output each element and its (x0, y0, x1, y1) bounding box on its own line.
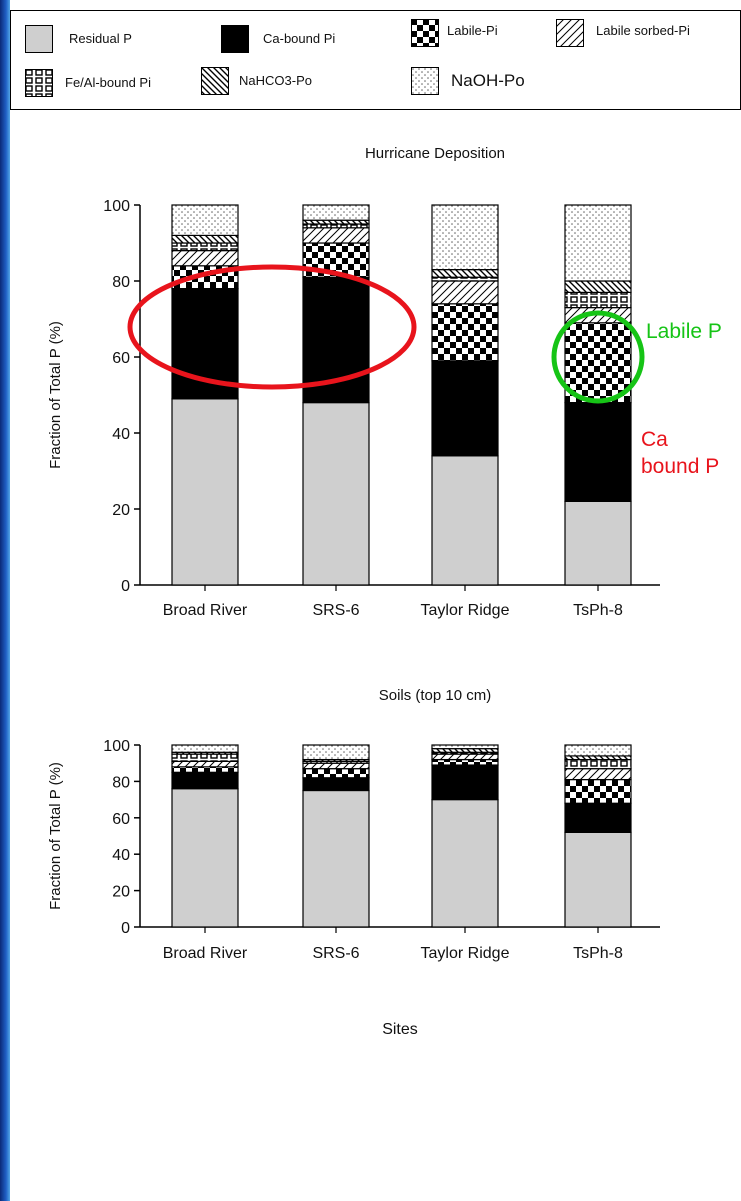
x-tick-label-0-2: Taylor Ridge (421, 602, 510, 619)
bar-1-0-feal (171, 753, 239, 762)
bar-0-3-residual (564, 500, 632, 586)
bar-1-2-residual (431, 798, 499, 928)
x-tick-label-1-0: Broad River (163, 945, 248, 962)
bar-1-3-residual (564, 831, 632, 928)
annotation-labile-p: Labile P (646, 320, 722, 343)
y-tick-label-1-0: 0 (121, 920, 130, 937)
bar-0-2-ca (431, 360, 499, 457)
bar-0-2-naoh (431, 204, 499, 271)
bar-1-3-naoh (564, 744, 632, 757)
y-tick-label-1-20: 20 (112, 884, 130, 901)
bar-1-0-ca (171, 771, 239, 790)
bar-0-1-naoh (302, 204, 370, 221)
legend-label-labile: Labile-Pi (447, 23, 498, 38)
y-tick-label-1-100: 100 (103, 738, 130, 755)
x-axis-label-1: Sites (382, 1021, 418, 1038)
x-tick-label-1-2: Taylor Ridge (421, 945, 510, 962)
x-tick-label-0-0: Broad River (163, 602, 248, 619)
bar-0-3-ca (564, 402, 632, 503)
y-tick-label-0-40: 40 (112, 426, 130, 443)
chart-title-0: Hurricane Deposition (365, 145, 505, 162)
y-tick-label-0-100: 100 (103, 198, 130, 215)
red-ellipse-annotation (127, 264, 417, 390)
bar-0-2-sorbed (431, 280, 499, 305)
bar-0-3-naoh (564, 204, 632, 282)
legend-swatch-labile (411, 19, 439, 47)
bar-0-0-residual (171, 398, 239, 586)
legend-label-feal: Fe/Al-bound Pi (65, 75, 151, 90)
bar-0-2-labile (431, 303, 499, 362)
bar-0-3-labile (564, 322, 632, 404)
annotation-ca-bound-line2: bound P (641, 455, 720, 478)
bar-0-0-sorbed (171, 250, 239, 267)
bar-1-0-labile (171, 766, 239, 773)
legend-label-ca: Ca-bound Pi (263, 31, 336, 46)
y-tick-label-1-80: 80 (112, 774, 130, 791)
bar-0-0-naoh (171, 204, 239, 236)
y-tick-label-0-0: 0 (121, 578, 130, 595)
bar-0-1-residual (302, 402, 370, 586)
legend-swatch-ca (221, 25, 249, 53)
bar-1-3-labile (564, 778, 632, 804)
bar-1-0-sorbed (171, 760, 239, 768)
x-tick-label-0-1: SRS-6 (312, 602, 359, 619)
bar-1-0-naoh (171, 744, 239, 753)
bar-1-1-sorbed (302, 762, 370, 770)
annotation-ca-bound-line1: Ca (641, 428, 668, 451)
legend-swatch-residual (25, 25, 53, 53)
bar-1-1-ca (302, 777, 370, 792)
y-tick-label-0-60: 60 (112, 350, 130, 367)
legend-swatch-nahco3 (201, 67, 229, 95)
y-axis-label-0: Fraction of Total P (%) (47, 321, 64, 469)
y-tick-label-0-20: 20 (112, 502, 130, 519)
legend-label-sorbed: Labile sorbed-Pi (596, 23, 690, 38)
y-tick-label-0-80: 80 (112, 274, 130, 291)
bar-0-2-residual (431, 455, 499, 586)
bar-0-3-nahco3 (564, 280, 632, 293)
bar-1-1-naoh (302, 744, 370, 761)
bar-1-1-labile (302, 768, 370, 779)
chart-legend: Residual P Ca-bound Pi Labile-Pi Labile sor… (10, 10, 741, 110)
x-tick-label-1-3: TsPh-8 (573, 945, 623, 962)
legend-label-naoh: NaOH-Po (451, 71, 525, 90)
legend-swatch-naoh (411, 67, 439, 95)
x-tick-label-1-1: SRS-6 (312, 945, 359, 962)
bar-1-2-labile (431, 758, 499, 766)
y-axis-label-1: Fraction of Total P (%) (47, 762, 64, 910)
bar-1-2-sorbed (431, 753, 499, 761)
bar-1-3-sorbed (564, 768, 632, 781)
green-circle-annotation (551, 310, 645, 404)
bar-1-2-naoh (431, 744, 499, 750)
legend-swatch-feal (25, 69, 53, 97)
bar-0-3-feal (564, 291, 632, 309)
y-tick-label-1-40: 40 (112, 847, 130, 864)
bar-1-0-residual (171, 788, 239, 928)
bar-0-0-nahco3 (171, 234, 239, 244)
legend-label-nahco3: NaHCO3-Po (239, 73, 312, 88)
chart-title-1: Soils (top 10 cm) (379, 687, 492, 704)
bar-1-1-residual (302, 789, 370, 928)
bar-1-3-feal (564, 758, 632, 770)
bar-0-0-feal (171, 242, 239, 252)
bar-1-3-ca (564, 802, 632, 833)
y-tick-label-1-60: 60 (112, 811, 130, 828)
bar-1-2-ca (431, 764, 499, 801)
legend-label-residual: Residual P (69, 31, 132, 46)
legend-swatch-sorbed (556, 19, 584, 47)
bar-0-1-sorbed (302, 227, 370, 244)
x-tick-label-0-3: TsPh-8 (573, 602, 623, 619)
bar-0-2-nahco3 (431, 269, 499, 278)
figure-panel (10, 0, 741, 1201)
